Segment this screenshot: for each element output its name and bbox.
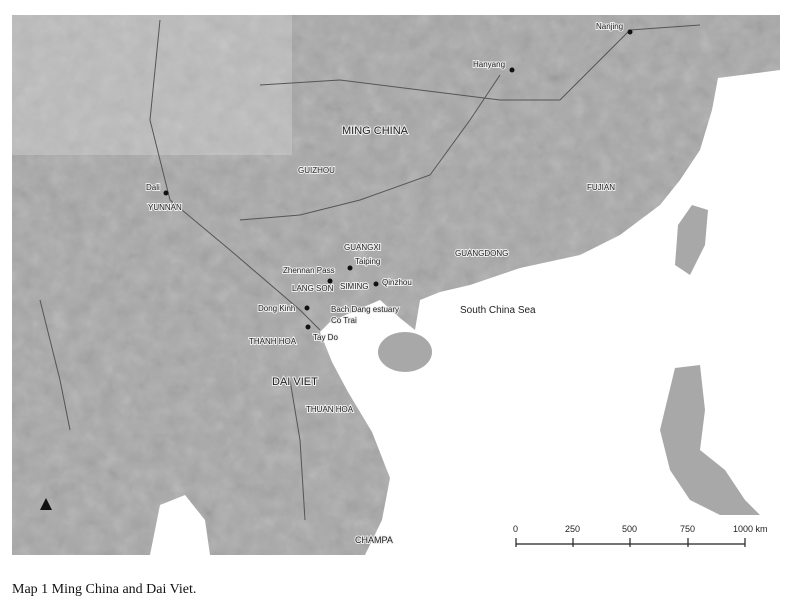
label-champa: CHAMPA	[355, 535, 393, 545]
city-markers	[163, 29, 633, 330]
label-ming-china: MING CHINA	[342, 125, 409, 137]
gulf-of-thailand	[150, 495, 210, 555]
label-hanyang: Hanyang	[473, 60, 505, 69]
label-lang-son: LANG SON	[292, 284, 334, 293]
label-bach-dang: Bach Dang estuary	[331, 305, 399, 314]
label-nanjing: Nanjing	[596, 22, 623, 31]
label-dai-viet: DAI VIET	[272, 376, 318, 388]
scale-tick-750: 750	[680, 524, 695, 534]
scale-tick-250: 250	[565, 524, 580, 534]
label-thanh-hoa: THANH HOA	[249, 337, 297, 346]
label-co-trai: Co Trai	[331, 316, 357, 325]
label-taiping: Taiping	[355, 257, 380, 266]
north-arrow-icon	[40, 498, 52, 510]
label-fujian: FUJIAN	[587, 183, 615, 192]
taiwan-island	[675, 205, 708, 275]
scale-tick-1000: 1000 km	[733, 524, 768, 534]
label-dali: Dali	[146, 183, 160, 192]
label-dong-kinh: Dong Kinh	[258, 304, 295, 313]
label-guizhou: GUIZHOU	[298, 166, 335, 175]
scale-tick-0: 0	[513, 524, 518, 534]
hainan-island	[378, 332, 432, 372]
label-yunnan: YUNNAN	[148, 203, 182, 212]
scale-bar	[515, 538, 746, 547]
map-caption: Map 1 Ming China and Dai Viet.	[12, 582, 197, 597]
label-south-china-sea: South China Sea	[460, 305, 536, 316]
luzon-island	[660, 365, 760, 515]
label-zhennan-pass: Zhennan Pass	[283, 266, 335, 275]
scale-tick-500: 500	[622, 524, 637, 534]
label-tay-do: Tay Do	[313, 333, 338, 342]
label-siming: SIMING	[340, 282, 368, 291]
map: Nanjing Hanyang Dali Taiping Zhennan Pas…	[12, 15, 780, 555]
label-guangxi: GUANGXI	[344, 243, 381, 252]
label-thuan-hoa: THUAN HOA	[306, 405, 354, 414]
label-qinzhou: Qinzhou	[382, 278, 412, 287]
label-guangdong: GUANGDONG	[455, 249, 508, 258]
